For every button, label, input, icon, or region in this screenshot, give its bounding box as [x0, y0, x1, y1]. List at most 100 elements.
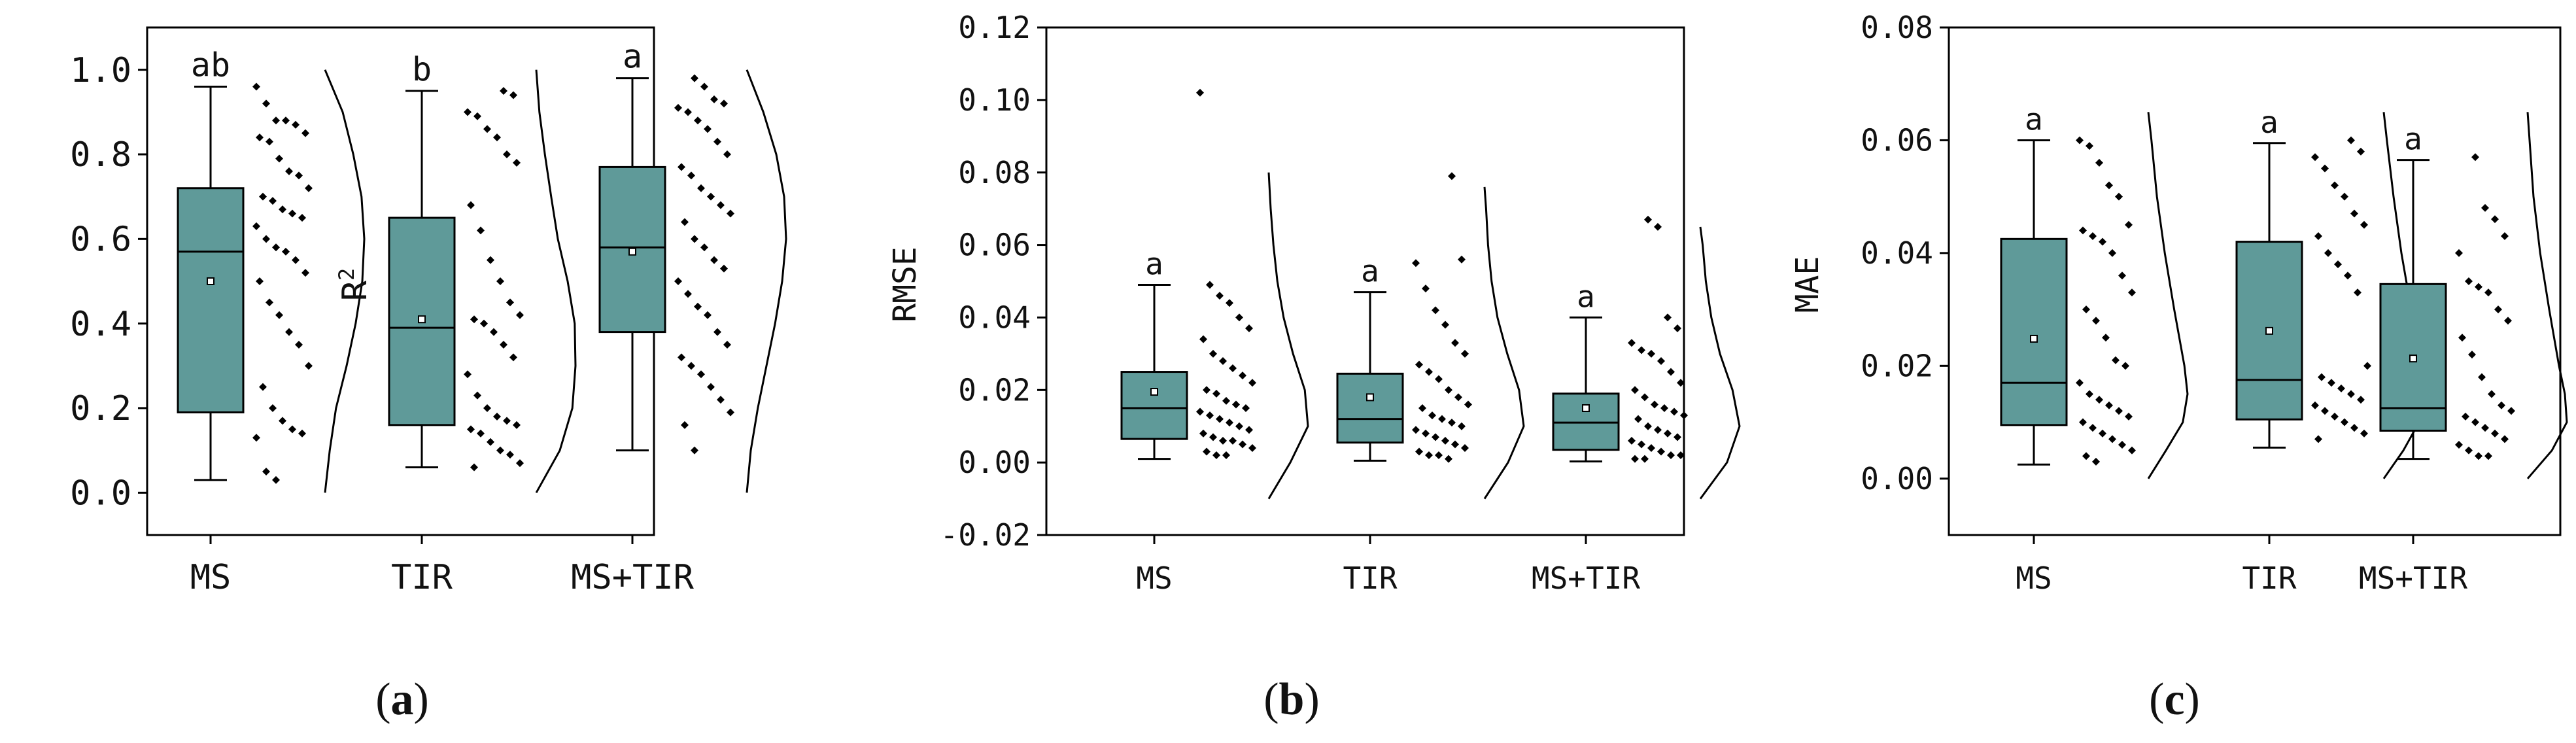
chart-c-ms-tir-point — [2498, 401, 2505, 409]
chart-a-tir-point — [496, 277, 504, 285]
chart-c-ms-point — [2128, 446, 2136, 455]
chart-b-ms-point — [1245, 324, 1253, 333]
chart-c-tir-point — [2314, 435, 2322, 443]
chart-c-ms-point — [2125, 412, 2133, 421]
chart-a-tir-point — [500, 341, 507, 349]
chart-b-ytick-label: 0.06 — [958, 228, 1031, 263]
chart-c-ms-point — [2128, 288, 2136, 297]
chart-b-ms-tir-point — [1667, 368, 1675, 376]
chart-b-tir-point — [1425, 368, 1433, 376]
chart-b-ytick-label: 0.08 — [958, 155, 1031, 190]
chart-b-ytick-label: -0.02 — [940, 517, 1031, 553]
chart-a-ms-point — [252, 222, 260, 230]
chart-b-ms-mean — [1150, 388, 1158, 396]
chart-b-ms-tir-point — [1641, 393, 1649, 402]
chart-a-ms-point — [288, 209, 296, 218]
chart-c-ms-letter: a — [2025, 101, 2043, 137]
chart-c-tir-point — [2347, 136, 2355, 145]
chart-c-tir-point — [2347, 390, 2355, 398]
chart-c-plot-frame — [1948, 26, 2562, 536]
chart-b-ms-tir-point — [1651, 400, 1658, 409]
chart-c-tir-point — [2331, 412, 2339, 421]
chart-a-ms-point — [272, 243, 280, 252]
chart-a-ms-density-curve — [324, 69, 366, 493]
chart-a-tir-point — [509, 353, 517, 362]
chart-c-ytick-label: 0.06 — [1861, 123, 1933, 158]
chart-c-tir-point — [2318, 373, 2326, 381]
chart-b-ms-tir-point — [1664, 313, 1672, 322]
chart-a-ms-point — [305, 362, 313, 370]
chart-b-tir-point — [1435, 375, 1443, 383]
chart-c-ms-point — [2095, 396, 2103, 404]
chart-b-ms-point — [1219, 356, 1227, 365]
chart-c-ms-tir-point — [2494, 305, 2502, 314]
chart-c-ytick-label: 0.00 — [1861, 461, 1933, 496]
chart-a-tir-point — [487, 438, 494, 446]
chart-b-marks: -0.02 0.00 0.02 0.04 0.06 0.08 0.10 0.12 MS TIR MS… — [940, 10, 1741, 596]
chart-a-tir-letter: b — [412, 50, 432, 88]
chart-a-ms-tir-point — [697, 370, 705, 379]
chart-b-tir-point — [1464, 400, 1472, 409]
chart-a-ms-tir-point — [723, 150, 731, 158]
chart-c-ms-point — [2118, 441, 2126, 449]
chart-b-ms-tir-point — [1660, 404, 1668, 412]
chart-a-tir-point — [464, 370, 472, 379]
chart-a-ms-point — [262, 468, 270, 475]
chart-b-ms-tir-point — [1647, 349, 1655, 358]
chart-c-ms-tir-point — [2471, 153, 2479, 162]
chart-b-plot-frame — [1045, 26, 1685, 536]
chart-c-panel-label: (c) — [2149, 674, 2200, 725]
chart-c-ms-point — [2086, 142, 2093, 150]
chart-a-tir-point — [467, 201, 475, 209]
chart-a-ms-tir-point — [674, 103, 682, 112]
chart-c-tir-point — [2350, 424, 2358, 432]
chart-b-ms-tir-point — [1631, 455, 1639, 463]
chart-c-tir-point — [2311, 153, 2319, 162]
chart-a-tir-point — [506, 451, 514, 459]
chart-c-tir-mean — [2265, 326, 2273, 335]
chart-b-ms-point — [1235, 422, 1243, 430]
chart-a-tir-point — [470, 315, 478, 324]
chart-c-ms-point — [2102, 334, 2110, 342]
chart-c-tir-point — [2331, 181, 2339, 190]
chart-a-ms-point — [295, 171, 303, 180]
chart-a-ms-tir-point — [723, 341, 731, 349]
chart-a-ms-mean — [207, 277, 215, 285]
chart-c-ms-tir-point — [2462, 412, 2469, 421]
chart-b-ms-point — [1209, 433, 1217, 441]
chart-c-ms-point — [2082, 305, 2090, 314]
chart-a-ms-tir-point — [727, 209, 734, 218]
chart-c-ylabel: MAE — [1789, 256, 1826, 313]
chart-a-tir-point — [516, 311, 524, 319]
chart-a-ms-tir-point — [684, 108, 692, 116]
chart-a-tir-point — [477, 429, 485, 438]
chart-b-xtick-label: MS — [1136, 561, 1172, 596]
chart-a-marks: 0.0 0.2 0.4 0.6 0.8 1.0 MS TIR MS+TIR ab b a — [70, 26, 787, 597]
chart-a-ms-point — [262, 99, 270, 108]
chart-c-ms-point — [2086, 390, 2093, 398]
chart-c-ms-tir-point — [2468, 351, 2476, 359]
chart-b-ms-tir-point — [1628, 436, 1636, 445]
chart-a-tir-point — [493, 133, 501, 142]
chart-b-tir-point — [1415, 447, 1423, 456]
chart-a-ytick-label: 0.2 — [70, 389, 131, 428]
chart-b-ms-point — [1216, 415, 1224, 423]
chart-b-tir-point — [1461, 349, 1469, 358]
chart-b-tir-point — [1448, 419, 1456, 427]
chart-b-tir-point — [1415, 360, 1423, 369]
chart-a-tir-point — [503, 417, 511, 425]
chart-c-ms-tir-point — [2475, 452, 2482, 460]
chart-b-ms-tir-point — [1628, 339, 1636, 347]
chart-a-ms-point — [259, 192, 267, 201]
chart-a-ytick-label: 0.0 — [70, 474, 131, 513]
chart-b-ms-tir-point — [1644, 422, 1652, 430]
chart-c-ms-tir-point — [2504, 317, 2512, 325]
chart-b-ms-point — [1203, 386, 1211, 394]
chart-c-ms-point — [2105, 181, 2113, 190]
chart-a-ms-tir-point — [678, 163, 685, 171]
chart-c-tir-point — [2341, 418, 2348, 426]
chart-c-tir-point — [2311, 401, 2319, 409]
chart-b-ms-point — [1206, 281, 1214, 289]
chart-b-ms-tir-point — [1647, 443, 1655, 452]
chart-b-ms-point — [1229, 436, 1237, 445]
